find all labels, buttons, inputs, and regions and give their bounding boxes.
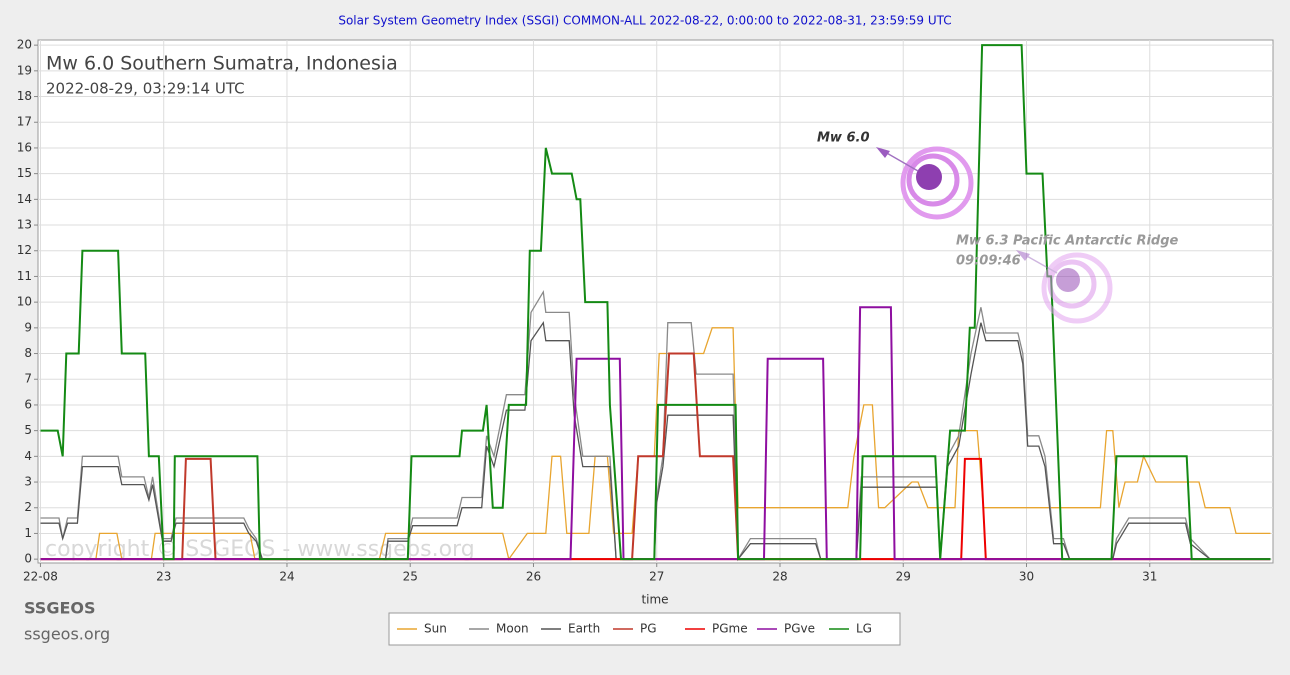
annotation: Mw 6.0 bbox=[817, 131, 870, 146]
y-tick-label: 17 bbox=[17, 115, 32, 129]
x-tick-label: 25 bbox=[403, 570, 418, 584]
chart-title: Solar System Geometry Index (SSGI) COMMO… bbox=[338, 14, 951, 28]
y-tick-label: 20 bbox=[17, 38, 32, 52]
legend-label: Moon bbox=[496, 622, 529, 636]
y-tick-label: 12 bbox=[17, 243, 32, 257]
brand-url: ssgeos.org bbox=[24, 625, 110, 644]
quake-icon bbox=[876, 146, 974, 220]
x-tick-label: 22-08 bbox=[23, 570, 58, 584]
heading: Mw 6.0 Southern Sumatra, Indonesia bbox=[46, 53, 398, 75]
legend bbox=[388, 612, 901, 646]
y-tick-label: 10 bbox=[17, 295, 32, 309]
heading-time: 2022-08-29, 03:29:14 UTC bbox=[46, 80, 245, 98]
y-tick-label: 1 bbox=[24, 526, 32, 540]
x-tick-label: 26 bbox=[526, 570, 541, 584]
y-tick-label: 2 bbox=[24, 500, 32, 514]
series-line bbox=[40, 44, 1271, 561]
y-tick-label: 15 bbox=[17, 166, 32, 180]
series-line bbox=[40, 320, 1271, 561]
y-tick-label: 14 bbox=[17, 192, 32, 206]
x-tick-label: 29 bbox=[896, 570, 911, 584]
y-tick-label: 13 bbox=[17, 218, 32, 232]
y-tick-label: 5 bbox=[24, 423, 32, 437]
y-tick-label: 9 bbox=[24, 320, 32, 334]
x-tick-label: 24 bbox=[279, 570, 294, 584]
legend-label: Sun bbox=[424, 622, 447, 636]
y-tick-label: 3 bbox=[24, 475, 32, 489]
series-line bbox=[40, 306, 1271, 561]
x-tick-label: 30 bbox=[1019, 570, 1034, 584]
legend-label: PG bbox=[640, 622, 657, 636]
legend-label: PGve bbox=[784, 622, 815, 636]
x-tick-label: 31 bbox=[1142, 570, 1157, 584]
annotation: Mw 6.3 Pacific Antarctic Ridge bbox=[956, 234, 1179, 249]
y-tick-label: 6 bbox=[24, 397, 32, 411]
y-tick-label: 18 bbox=[17, 89, 32, 103]
series-line bbox=[40, 327, 1271, 561]
y-tick-label: 7 bbox=[24, 372, 32, 386]
y-tick-label: 11 bbox=[17, 269, 32, 283]
quake-icon bbox=[1016, 250, 1113, 324]
y-tick-label: 8 bbox=[24, 346, 32, 360]
y-tick-label: 16 bbox=[17, 140, 32, 154]
y-tick-label: 0 bbox=[24, 552, 32, 566]
x-tick-label: 23 bbox=[156, 570, 171, 584]
annotation: 09:09:46 bbox=[956, 254, 1021, 269]
legend-label: PGme bbox=[712, 622, 748, 636]
brand-name: SSGEOS bbox=[24, 599, 96, 618]
x-tick-label: 28 bbox=[772, 570, 787, 584]
legend-label: LG bbox=[856, 622, 872, 636]
x-axis-label: time bbox=[641, 593, 668, 607]
y-tick-label: 4 bbox=[24, 449, 32, 463]
legend-label: Earth bbox=[568, 622, 600, 636]
series-line bbox=[40, 352, 1271, 561]
x-tick-label: 27 bbox=[649, 570, 664, 584]
y-tick-label: 19 bbox=[17, 63, 32, 77]
